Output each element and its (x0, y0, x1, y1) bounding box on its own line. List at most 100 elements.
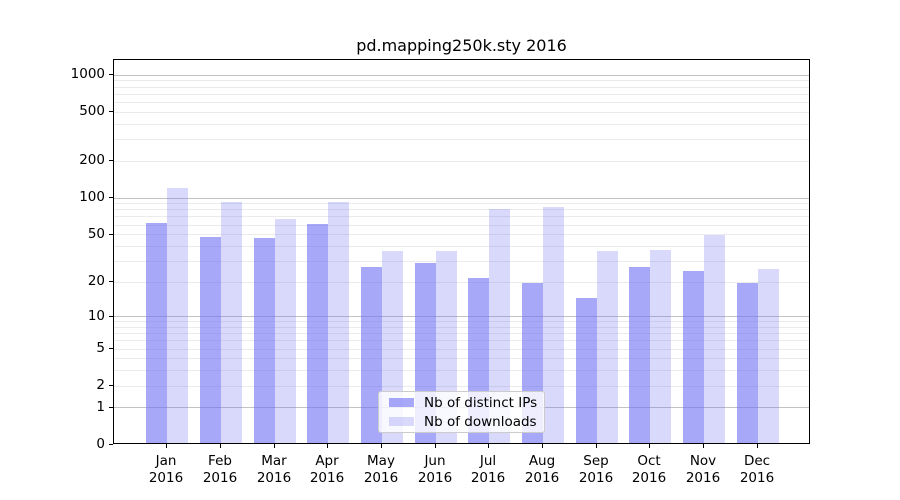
x-tick-month: Apr (315, 453, 339, 469)
gridline-minor (114, 321, 809, 322)
x-tick (488, 444, 489, 448)
gridline-minor (114, 358, 809, 359)
y-tick (109, 281, 113, 282)
x-tick-month: May (367, 453, 395, 469)
x-tick (596, 444, 597, 448)
plot-area (113, 59, 810, 444)
x-tick (327, 444, 328, 448)
bar-nb-of-downloads-jan (167, 188, 188, 443)
gridline-minor (114, 370, 809, 371)
x-tick (757, 444, 758, 448)
x-tick-month: Jan (155, 453, 177, 469)
x-tick-year: 2016 (202, 470, 238, 486)
bar-nb-of-downloads-aug (543, 207, 564, 443)
x-tick-label-mar: Mar 2016 (246, 453, 302, 487)
x-tick (542, 444, 543, 448)
gridline-minor (114, 340, 809, 341)
gridline-minor (114, 203, 809, 204)
x-tick-month: Jun (424, 453, 446, 469)
gridline-minor (114, 216, 809, 217)
x-tick-month: Aug (528, 453, 556, 469)
y-tick-label: 2 (96, 377, 105, 393)
legend-entry-distinct-ips: Nb of distinct IPs (389, 394, 538, 411)
legend-swatch-distinct-ips (389, 398, 414, 407)
gridline-minor (114, 234, 809, 235)
y-tick (109, 74, 113, 75)
gridline-minor (114, 87, 809, 88)
chart-title: pd.mapping250k.sty 2016 (356, 36, 567, 55)
legend: Nb of distinct IPs Nb of downloads (378, 391, 545, 433)
y-tick-label: 20 (87, 273, 105, 289)
gridline-minor (114, 282, 809, 283)
y-tick (109, 316, 113, 317)
bar-nb-of-downloads-jul (489, 209, 510, 443)
gridline-minor (114, 80, 809, 81)
x-tick-month: Dec (743, 453, 771, 469)
x-tick-month: Mar (261, 453, 287, 469)
gridline-minor (114, 112, 809, 113)
legend-label-downloads: Nb of downloads (424, 413, 537, 430)
x-tick-year: 2016 (417, 470, 453, 486)
gridline-minor (114, 94, 809, 95)
x-tick-year: 2016 (739, 470, 775, 486)
x-tick-label-jan: Jan 2016 (138, 453, 194, 487)
bar-nb-of-distinct-ips-feb (200, 237, 221, 443)
gridline-major (114, 316, 809, 317)
gridline-minor (114, 139, 809, 140)
x-tick-label-may: May 2016 (353, 453, 409, 487)
bar-nb-of-downloads-nov (704, 235, 725, 443)
gridline-minor (114, 225, 809, 226)
y-tick (109, 160, 113, 161)
bar-nb-of-distinct-ips-apr (307, 224, 328, 443)
y-tick-label: 5 (96, 340, 105, 356)
x-tick (220, 444, 221, 448)
x-tick-year: 2016 (363, 470, 399, 486)
bar-nb-of-distinct-ips-oct (629, 267, 650, 443)
x-tick-label-nov: Nov 2016 (675, 453, 731, 487)
x-tick (435, 444, 436, 448)
bar-nb-of-distinct-ips-nov (683, 271, 704, 443)
gridline-minor (114, 161, 809, 162)
bar-nb-of-downloads-oct (650, 250, 671, 443)
y-tick-label: 1000 (70, 66, 105, 82)
legend-label-distinct-ips: Nb of distinct IPs (424, 394, 538, 411)
gridline-minor (114, 124, 809, 125)
x-tick-label-oct: Oct 2016 (621, 453, 677, 487)
bar-nb-of-distinct-ips-mar (254, 238, 275, 443)
x-tick (649, 444, 650, 448)
x-tick-month: Jul (479, 453, 497, 469)
legend-swatch-downloads (389, 417, 414, 426)
y-tick-label: 0 (96, 436, 105, 452)
gridline-minor (114, 261, 809, 262)
x-tick-month: Sep (583, 453, 609, 469)
bar-nb-of-downloads-mar (275, 219, 296, 443)
y-tick-label: 100 (79, 189, 105, 205)
x-tick-label-jun: Jun 2016 (407, 453, 463, 487)
legend-entry-downloads: Nb of downloads (389, 413, 537, 430)
x-tick-label-feb: Feb 2016 (192, 453, 248, 487)
y-tick (109, 385, 113, 386)
x-tick-year: 2016 (631, 470, 667, 486)
bar-nb-of-distinct-ips-may (361, 267, 382, 443)
x-tick-year: 2016 (578, 470, 614, 486)
x-tick-year: 2016 (309, 470, 345, 486)
bar-nb-of-distinct-ips-jan (146, 223, 167, 443)
y-tick (109, 197, 113, 198)
bar-nb-of-downloads-feb (221, 202, 242, 443)
y-tick (109, 444, 113, 445)
bar-nb-of-downloads-sep (597, 251, 618, 443)
y-tick-label: 500 (79, 103, 105, 119)
bar-nb-of-downloads-dec (758, 269, 779, 443)
gridline-minor (114, 327, 809, 328)
x-tick-year: 2016 (148, 470, 184, 486)
x-tick-month: Nov (689, 453, 717, 469)
x-tick (381, 444, 382, 448)
gridline-minor (114, 349, 809, 350)
gridline-minor (114, 102, 809, 103)
x-tick (703, 444, 704, 448)
x-tick-month: Feb (208, 453, 232, 469)
x-tick-label-apr: Apr 2016 (299, 453, 355, 487)
x-tick (274, 444, 275, 448)
x-tick (166, 444, 167, 448)
